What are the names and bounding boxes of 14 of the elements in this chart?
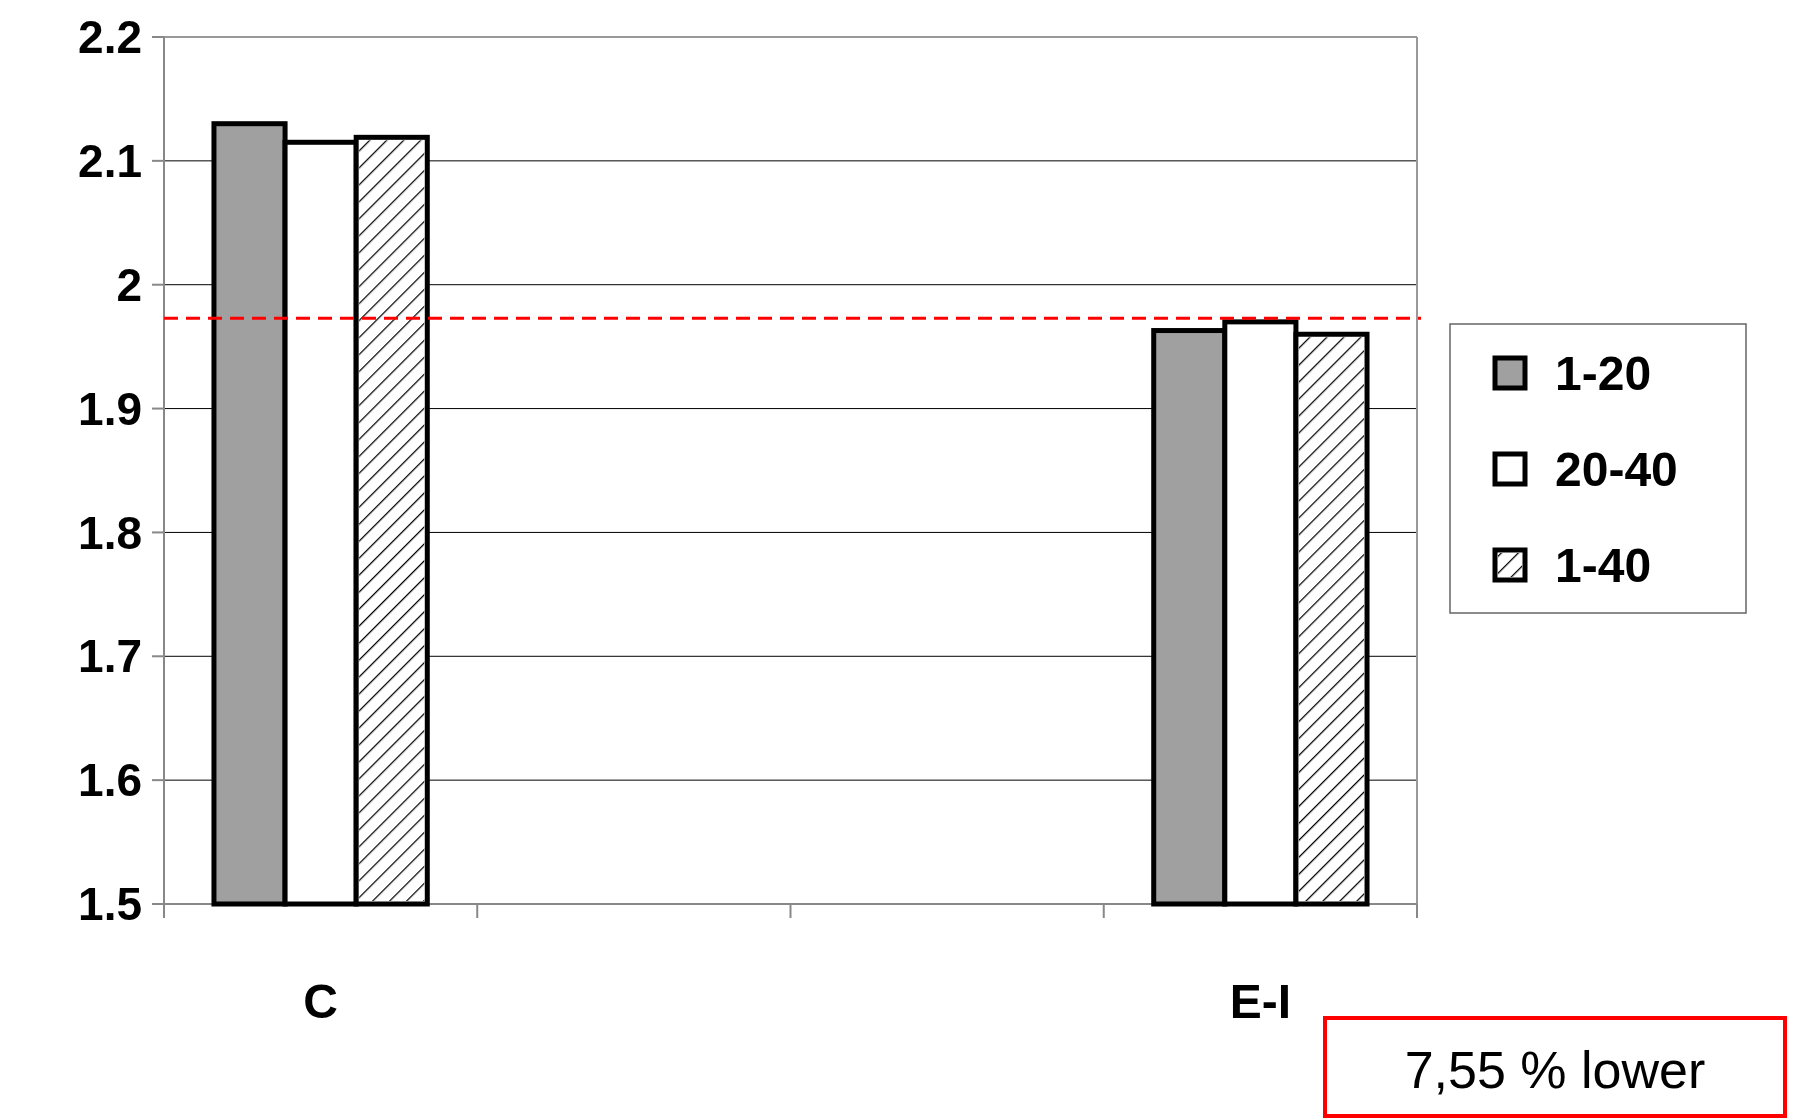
legend-label: 1-40 [1555,538,1652,592]
y-tick-label: 2 [116,258,142,311]
legend-label: 1-20 [1555,346,1652,400]
x-tick-label: C [303,975,338,1028]
y-tick-label: 1.5 [78,878,142,931]
x-tick-label: E-I [1229,975,1292,1028]
y-tick-label: 1.9 [78,382,142,435]
y-tick-label: 2.1 [78,134,142,187]
legend-label: 20-40 [1555,442,1678,496]
y-tick-label: 1.7 [78,630,142,683]
y-tick-label: 1.8 [78,506,142,559]
y-tick-label: 2.2 [78,11,142,64]
text: 7,55 % lower [1404,1041,1706,1100]
y-tick-label: 1.6 [78,754,142,807]
